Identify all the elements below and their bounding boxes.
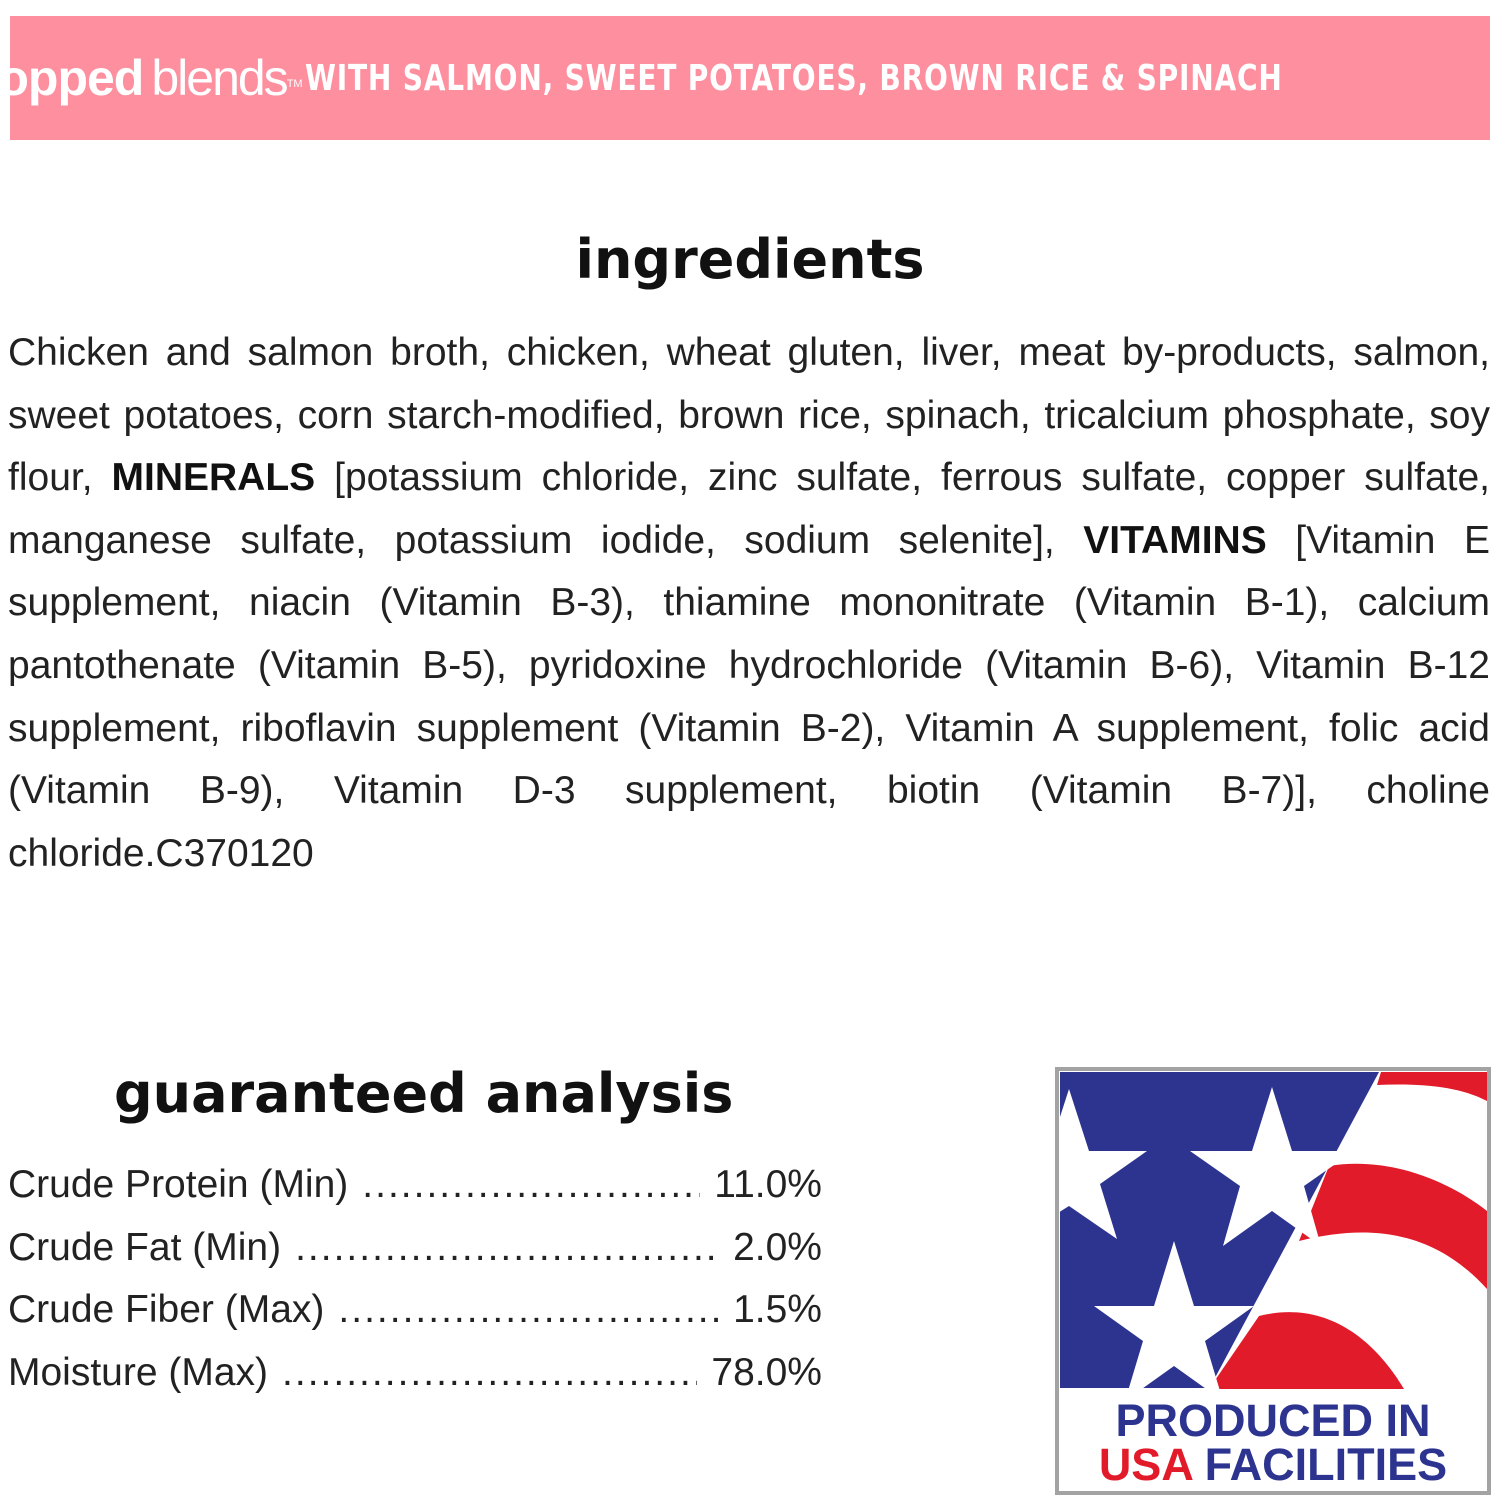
analysis-row: Crude Fiber (Max).......................… [8,1281,822,1344]
badge-usa: USA [1098,1439,1193,1490]
ingredients-heading: ingredients [575,228,925,291]
trademark: TM [286,78,303,90]
analysis-row: Moisture (Max)..........................… [8,1344,822,1407]
product-subtitle: WITH SALMON, SWEET POTATOES, BROWN RICE … [304,57,1283,99]
analysis-value: 2.0% [733,1225,822,1269]
badge-facilities: FACILITIES [1192,1439,1448,1490]
analysis-row: Crude Fat (Min).........................… [8,1219,822,1282]
analysis-row: Crude Protein (Min).....................… [8,1156,822,1219]
ingredients-part: [potassium chloride, zinc sulfate, ferro… [8,456,1490,562]
badge-line1: PRODUCED IN [1115,1395,1431,1446]
analysis-label: Moisture (Max) [8,1350,269,1394]
product-code: C370120 [155,831,314,875]
brand-chopped: chopped [0,50,144,106]
product-banner: chopped blends TM WITH SALMON, SWEET POT… [0,16,1490,140]
ingredients-text: Chicken and salmon broth, chicken, wheat… [8,322,1490,885]
minerals-label: MINERALS [111,456,316,500]
dot-leader: ........................................… [295,1225,719,1269]
flag-icon [1059,1072,1487,1389]
usa-facilities-badge: PRODUCED IN USA FACILITIES [1055,1067,1491,1495]
dot-leader: ........................................… [282,1350,698,1394]
dot-leader: ........................................… [338,1288,719,1331]
dot-leader: ........................................… [362,1163,700,1206]
brand-blends: blends [151,50,288,106]
badge-line2: USA FACILITIES [1059,1442,1487,1487]
analysis-label: Crude Protein (Min) [8,1163,349,1206]
analysis-label: Crude Fiber (Max) [8,1288,325,1331]
vitamins-label: VITAMINS [1083,518,1267,562]
analysis-value: 78.0% [711,1350,822,1394]
analysis-value: 11.0% [714,1163,822,1206]
analysis-table: Crude Protein (Min).....................… [8,1156,822,1406]
analysis-label: Crude Fat (Min) [8,1225,282,1269]
badge-text: PRODUCED IN USA FACILITIES [1059,1395,1487,1487]
analysis-value: 1.5% [733,1288,822,1331]
analysis-heading: guaranteed analysis [114,1062,734,1125]
ingredients-part: [Vitamin E supplement, niacin (Vitamin B… [8,518,1490,875]
ingredients-part: Chicken and salmon broth, chicken, wheat… [8,331,1490,500]
